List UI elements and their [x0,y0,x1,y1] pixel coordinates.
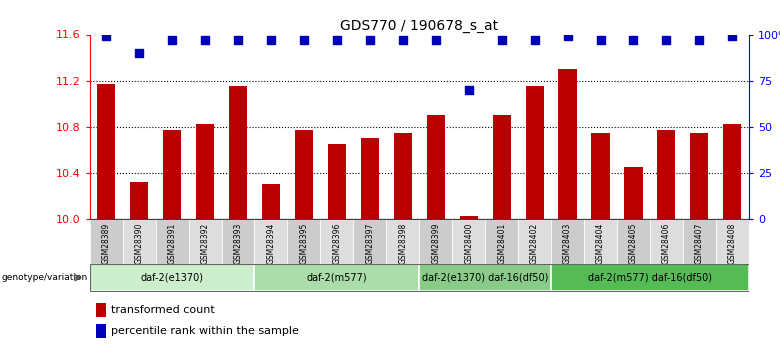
Point [495,37,508,43]
Bar [683,219,716,264]
Bar [189,219,222,264]
Bar [98,84,115,219]
Text: GSM28397: GSM28397 [365,223,374,264]
Bar [723,125,741,219]
Point [133,50,145,56]
Bar [229,86,247,219]
Text: GSM28408: GSM28408 [728,223,737,264]
Title: GDS770 / 190678_s_at: GDS770 / 190678_s_at [340,19,498,33]
Point [562,33,574,39]
Bar [90,265,254,291]
Text: GSM28398: GSM28398 [399,223,407,264]
Text: daf-2(e1370): daf-2(e1370) [140,273,204,283]
Text: genotype/variation: genotype/variation [2,273,88,282]
Point [594,37,607,43]
Bar [551,219,584,264]
Bar [591,132,609,219]
Text: GSM28392: GSM28392 [200,223,210,264]
Bar [394,132,412,219]
Bar [254,219,287,264]
Text: GSM28402: GSM28402 [530,223,539,264]
Point [693,37,706,43]
Text: GSM28404: GSM28404 [596,223,605,264]
Bar [295,130,313,219]
Text: GSM28403: GSM28403 [563,223,572,264]
Bar [163,130,181,219]
Point [298,37,310,43]
Bar [452,219,485,264]
Bar [493,115,511,219]
Bar [690,132,708,219]
Bar [558,69,576,219]
Text: daf-2(m577): daf-2(m577) [307,273,367,283]
Point [627,37,640,43]
Text: GSM28407: GSM28407 [695,223,704,264]
Bar [584,219,617,264]
Bar [459,216,477,219]
Bar [196,125,214,219]
Point [430,37,442,43]
Point [528,37,541,43]
Point [199,37,211,43]
Bar [130,182,148,219]
Bar [328,144,346,219]
Text: percentile rank within the sample: percentile rank within the sample [111,326,299,336]
Point [726,33,739,39]
Bar [97,324,106,338]
Text: transformed count: transformed count [111,305,214,315]
Point [396,37,409,43]
Point [463,87,475,93]
Bar [361,138,379,219]
Text: GSM28405: GSM28405 [629,223,638,264]
Bar [222,219,254,264]
Text: daf-2(m577) daf-16(df50): daf-2(m577) daf-16(df50) [588,273,712,283]
Text: GSM28400: GSM28400 [464,223,473,264]
Text: GSM28393: GSM28393 [233,223,243,264]
Bar [321,219,353,264]
Bar [518,219,551,264]
Point [331,37,343,43]
Point [264,37,277,43]
Bar [262,185,280,219]
Point [363,37,376,43]
Bar [386,219,420,264]
Bar [420,219,452,264]
Bar [551,265,749,291]
Bar [617,219,650,264]
Text: GSM28394: GSM28394 [267,223,275,264]
Bar [485,219,518,264]
Text: GSM28391: GSM28391 [168,223,176,264]
Bar [650,219,683,264]
Text: GSM28396: GSM28396 [332,223,342,264]
Point [232,37,244,43]
Bar [427,115,445,219]
Bar [156,219,189,264]
Point [660,37,672,43]
Bar [254,265,420,291]
Bar [90,219,122,264]
Text: GSM28395: GSM28395 [300,223,308,264]
Bar [526,86,544,219]
Text: GSM28399: GSM28399 [431,223,440,264]
Bar [658,130,675,219]
Text: GSM28401: GSM28401 [497,223,506,264]
Text: GSM28406: GSM28406 [662,223,671,264]
Text: GSM28390: GSM28390 [135,223,144,264]
Text: daf-2(e1370) daf-16(df50): daf-2(e1370) daf-16(df50) [422,273,548,283]
Point [100,33,112,39]
Point [166,37,179,43]
Bar [122,219,156,264]
Bar [716,219,749,264]
Text: GSM28389: GSM28389 [101,223,111,264]
Bar [97,303,106,317]
Bar [287,219,321,264]
Bar [625,167,643,219]
Bar [353,219,386,264]
Bar [420,265,551,291]
